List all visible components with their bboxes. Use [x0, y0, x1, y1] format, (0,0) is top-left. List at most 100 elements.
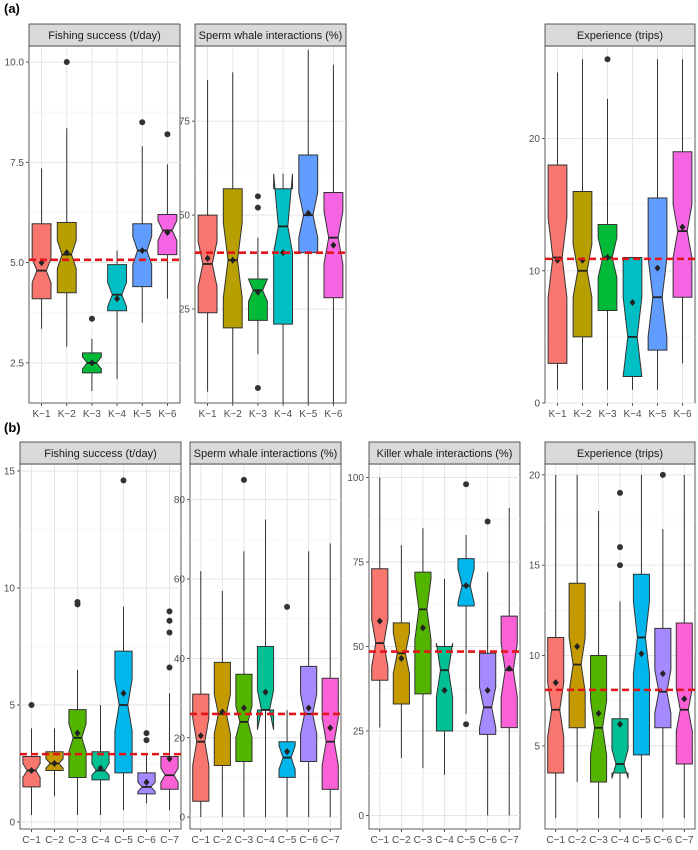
box-body	[298, 154, 319, 254]
outlier-point	[28, 701, 35, 708]
y-tick-label: 5.0	[10, 258, 24, 269]
mean-marker	[305, 704, 312, 712]
box-body	[392, 622, 410, 705]
y-tick-label: 10	[529, 651, 541, 662]
box-4	[91, 704, 110, 815]
mean-marker	[398, 654, 405, 662]
mean-marker	[139, 247, 146, 255]
y-tick-label: 25	[179, 305, 191, 316]
strip-header	[189, 441, 342, 465]
y-tick-label: 20	[174, 733, 186, 744]
box-body	[256, 646, 275, 730]
outlier-point	[74, 599, 81, 606]
mean-marker	[97, 764, 104, 772]
y-tick-label: 5	[9, 700, 15, 711]
box-6	[654, 471, 672, 819]
mean-marker	[74, 729, 81, 737]
box-5	[298, 49, 319, 403]
mean-marker	[679, 223, 686, 231]
mean-marker	[638, 650, 645, 658]
y-tick-label: 20	[529, 470, 541, 481]
outlier-point	[166, 664, 173, 671]
box-4	[256, 519, 275, 818]
x-tick-label: C−2	[568, 835, 587, 846]
x-tick-label: C−5	[457, 835, 476, 846]
box-4	[435, 578, 454, 775]
charts-layer: 2.5 5.0 7.5 10.0 K−1 K−2 K−3 K−4 K−5 K−6 Fishing s…	[4, 23, 696, 846]
y-tick-label: 5	[534, 741, 540, 752]
x-tick-label: C−6	[137, 835, 156, 846]
plot-panel	[28, 45, 181, 404]
mean-marker	[143, 778, 150, 786]
outlier-point	[284, 603, 291, 610]
box-5	[457, 481, 475, 728]
box-6	[157, 131, 178, 299]
x-tick-label: K−1	[548, 409, 567, 420]
box-3	[590, 510, 608, 819]
strip-title: Fishing success (t/day)	[44, 448, 156, 460]
x-tick-label: C−1	[22, 835, 41, 846]
outlier-point	[659, 471, 666, 478]
outlier-point	[254, 193, 261, 200]
strip-header	[544, 441, 696, 465]
box-7	[500, 507, 518, 816]
outlier-point	[88, 315, 95, 322]
box-3	[235, 476, 253, 818]
mean-marker	[114, 295, 121, 303]
outlier-point	[143, 737, 150, 744]
box-5	[647, 59, 668, 390]
box-2	[568, 474, 586, 783]
plot-panel	[544, 45, 696, 404]
mean-marker	[305, 209, 312, 217]
y-tick-label: 0	[358, 811, 364, 822]
box-body	[321, 677, 339, 790]
mean-marker	[240, 704, 247, 712]
box-body	[68, 709, 87, 779]
box-4	[273, 173, 294, 403]
mean-marker	[506, 664, 513, 672]
x-tick-label: C−5	[114, 835, 133, 846]
chart-b-2: 0 20 40 60 80 C−1 C−2 C−3 C−4 C−5 C−6 C−7 Sperm whal…	[174, 441, 342, 846]
box-body	[132, 223, 153, 288]
box-1	[31, 168, 52, 329]
y-tick-label: 80	[174, 495, 186, 506]
box-1	[197, 79, 218, 392]
outlier-point	[617, 544, 623, 551]
y-tick-label: 20	[529, 134, 541, 145]
box-body	[114, 650, 133, 774]
x-tick-label: C−6	[299, 835, 318, 846]
box-body	[160, 755, 179, 790]
y-tick-label: 2.5	[10, 358, 24, 369]
x-tick-label: C−7	[675, 835, 694, 846]
box-2	[572, 59, 593, 390]
chart-b-1: 0 5 10 15 C−1 C−2 C−3 C−4 C−5 C−6 C−7 Fishing succe…	[4, 441, 182, 846]
x-tick-label: K−4	[623, 409, 642, 420]
x-tick-label: C−5	[632, 835, 651, 846]
strip-header	[368, 441, 521, 465]
box-2	[56, 59, 77, 347]
strip-header	[194, 23, 347, 47]
mean-marker	[376, 617, 383, 625]
mean-marker	[330, 241, 337, 249]
y-tick-label: 0	[534, 399, 540, 410]
y-tick-label: 0	[179, 813, 185, 824]
box-5	[132, 119, 153, 323]
mean-marker	[28, 767, 35, 775]
panel-label-a: (a)	[4, 1, 20, 16]
panel-label-b: (b)	[4, 420, 21, 435]
box-body	[278, 741, 296, 778]
y-tick-label: 15	[4, 467, 16, 478]
strip-title: Sperm whale interactions (%)	[194, 448, 338, 460]
box-body	[611, 718, 629, 779]
outlier-point	[120, 477, 127, 484]
y-tick-label: 50	[353, 642, 365, 653]
x-tick-label: C−6	[654, 835, 673, 846]
y-tick-label: 0	[9, 817, 15, 828]
box-body	[632, 573, 650, 756]
chart-a-1: 2.5 5.0 7.5 10.0 K−1 K−2 K−3 K−4 K−5 K−6 Fishing s…	[5, 23, 181, 420]
plot-panel	[194, 45, 347, 404]
chart-a-2: 25 50 75 K−1 K−2 K−3 K−4 K−5 K−6 Sperm whale inte…	[179, 23, 347, 420]
box-body	[56, 221, 77, 294]
mean-marker	[463, 582, 470, 590]
x-tick-label: C−1	[191, 835, 210, 846]
